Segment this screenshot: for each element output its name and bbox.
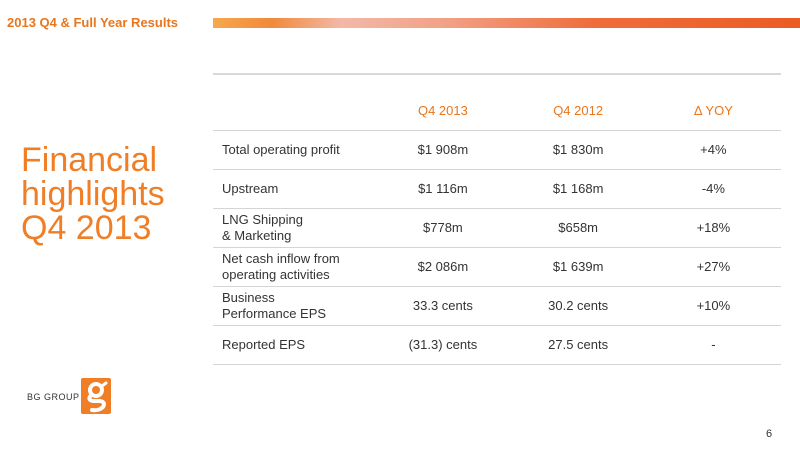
column-header-yoy: Δ YOY [693, 102, 733, 118]
table-row: Net cash inflow from operating activities… [213, 247, 781, 287]
table-body: Total operating profit $1 908m $1 830m +4% U… [213, 130, 781, 365]
table-row: Upstream $1 116m $1 168m -4% [213, 169, 781, 209]
cell-q4-2013: $778m [375, 208, 511, 248]
table-row: LNG Shipping & Marketing $778m $658m +18% [213, 208, 781, 248]
row-label-line: Net cash inflow from [222, 251, 340, 266]
results-table: Q4 2013 Q4 2012 Δ YOY Total operating pr… [213, 90, 781, 365]
table-row: Reported EPS (31.3) cents 27.5 cents - [213, 325, 781, 365]
row-label-line: LNG Shipping [222, 212, 303, 227]
cell-q4-2012: 27.5 cents [510, 325, 646, 365]
slide-heading-line: Q4 2013 [21, 209, 152, 247]
presentation-title: 2013 Q4 & Full Year Results [7, 15, 179, 30]
cell-yoy: +10% [645, 286, 781, 326]
table-row: Business Performance EPS 33.3 cents 30.2 ce… [213, 286, 781, 326]
row-label-line: operating activities [222, 267, 330, 282]
header-divider [213, 73, 781, 75]
cell-q4-2013: $1 908m [375, 130, 511, 170]
row-label: Reported EPS [213, 325, 376, 365]
row-label: LNG Shipping & Marketing [213, 208, 376, 248]
cell-q4-2013: $1 116m [375, 169, 511, 209]
header-bar: 2013 Q4 & Full Year Results [0, 0, 800, 36]
row-label: Business Performance EPS [213, 286, 376, 326]
cell-q4-2013: 33.3 cents [375, 286, 511, 326]
logo-text: BG GROUP [27, 392, 80, 402]
cell-yoy: - [645, 325, 781, 365]
row-label-line: Upstream [222, 181, 279, 196]
row-label: Net cash inflow from operating activities [213, 247, 376, 287]
row-label-line: Business [222, 290, 275, 305]
bg-g-logo-icon [81, 378, 111, 414]
row-label: Upstream [213, 169, 376, 209]
row-label-line: & Marketing [222, 228, 292, 243]
cell-yoy: +18% [645, 208, 781, 248]
cell-yoy: +4% [645, 130, 781, 170]
column-header-q4-2013: Q4 2013 [417, 102, 468, 118]
row-label-line: Total operating profit [222, 142, 340, 157]
cell-q4-2012: 30.2 cents [510, 286, 646, 326]
slide-heading-line: highlights [21, 175, 165, 213]
cell-yoy: -4% [645, 169, 781, 209]
table-header-row: Q4 2013 Q4 2012 Δ YOY [213, 90, 781, 131]
row-label: Total operating profit [213, 130, 376, 170]
row-label-line: Performance EPS [222, 306, 327, 321]
slide-heading: Financial highlights Q4 2013 [21, 143, 165, 245]
column-header-label [213, 90, 375, 131]
cell-q4-2012: $1 830m [510, 130, 646, 170]
cell-yoy: +27% [645, 247, 781, 287]
cell-q4-2012: $1 168m [510, 169, 646, 209]
column-header-q4-2012: Q4 2012 [553, 102, 604, 118]
cell-q4-2012: $658m [510, 208, 646, 248]
cell-q4-2013: (31.3) cents [375, 325, 511, 365]
slide-heading-line: Financial [21, 141, 158, 179]
cell-q4-2013: $2 086m [375, 247, 511, 287]
bg-group-logo: BG GROUP [27, 378, 117, 414]
header-gradient-stripe [213, 18, 800, 28]
page-number: 6 [766, 428, 773, 440]
cell-q4-2012: $1 639m [510, 247, 646, 287]
table-row: Total operating profit $1 908m $1 830m +4% [213, 130, 781, 170]
row-label-line: Reported EPS [222, 337, 306, 352]
